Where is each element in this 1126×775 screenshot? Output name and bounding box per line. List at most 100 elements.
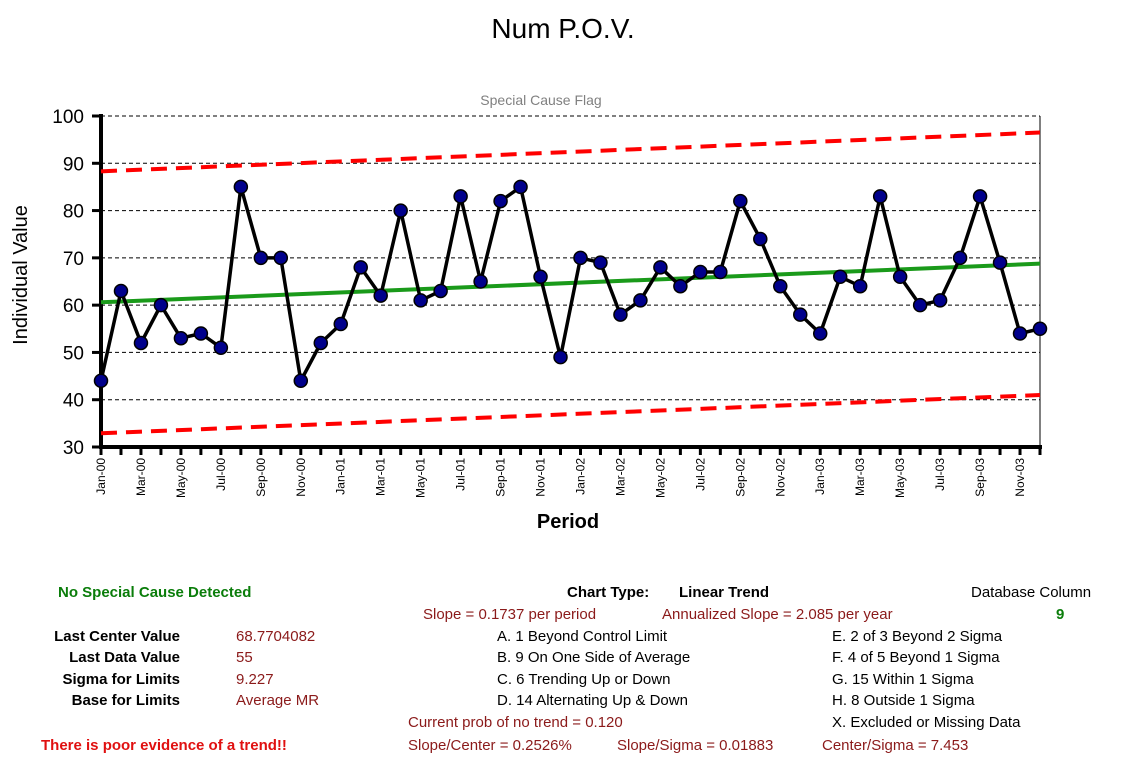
y-tick-label: 100 <box>52 107 84 128</box>
last-center-value: 68.7704082 <box>236 628 316 645</box>
last-center-label: Last Center Value <box>54 628 180 645</box>
data-point <box>193 326 209 341</box>
data-point <box>972 189 988 204</box>
individual-value-line <box>99 185 1041 383</box>
special-cause-status: No Special Cause Detected <box>58 584 252 601</box>
data-point <box>273 250 289 266</box>
rule-x: X. Excluded or Missing Data <box>832 714 1021 731</box>
y-tick-label: 80 <box>63 202 84 223</box>
trend-warning: There is poor evidence of a trend!! <box>41 737 287 754</box>
data-point <box>233 179 249 195</box>
data-point <box>872 189 888 204</box>
x-tick-label: Jan-02 <box>573 458 587 495</box>
rule-b: B. 9 On One Side of Average <box>497 649 691 666</box>
data-point <box>333 316 348 332</box>
rule-f: F. 4 of 5 Beyond 1 Sigma <box>832 649 1000 666</box>
x-tick-label: May-00 <box>174 458 188 498</box>
slope-center-ratio: Slope/Center = 0.2526% <box>408 737 572 754</box>
data-point <box>473 274 488 289</box>
x-tick-label: Sep-01 <box>494 458 508 497</box>
data-point <box>912 297 928 313</box>
data-point <box>753 231 768 247</box>
x-tick-label: Jan-01 <box>334 458 348 495</box>
base-label: Base for Limits <box>71 692 180 709</box>
y-tick-label: 60 <box>63 296 84 317</box>
x-tick-label: May-03 <box>893 458 907 498</box>
data-point <box>573 250 588 266</box>
lower-control-limit <box>100 392 1041 436</box>
x-tick-label: Sep-03 <box>973 458 987 497</box>
database-column-label: Database Column <box>971 584 1092 601</box>
data-point <box>633 293 648 308</box>
base-value: Average MR <box>236 692 320 709</box>
data-point <box>493 193 508 209</box>
x-tick-label: Jan-03 <box>813 458 827 495</box>
x-tick-label: Nov-01 <box>534 458 548 497</box>
data-point <box>992 255 1008 270</box>
data-point <box>393 203 408 218</box>
database-column-value: 9 <box>1056 606 1065 623</box>
data-point <box>433 283 448 299</box>
x-tick-label: Jul-02 <box>693 458 707 491</box>
data-point <box>253 250 269 266</box>
x-tick-label: May-02 <box>653 458 667 498</box>
data-point <box>773 278 788 294</box>
data-point <box>313 335 329 351</box>
data-point <box>673 278 688 294</box>
data-point <box>93 373 109 389</box>
special-cause-flag-label: Special Cause Flag <box>480 92 601 108</box>
x-tick-label: Mar-03 <box>853 458 867 496</box>
x-tick-label: Nov-00 <box>294 458 308 497</box>
data-point <box>832 269 848 285</box>
x-tick-label: Nov-02 <box>773 458 787 497</box>
last-data-label: Last Data Value <box>69 649 180 666</box>
x-tick-label: Mar-00 <box>134 458 148 496</box>
y-axis-title: Individual Value <box>10 205 32 345</box>
data-point <box>213 340 229 355</box>
x-tick-label: Mar-01 <box>374 458 388 496</box>
x-tick-label: May-01 <box>414 458 428 498</box>
x-tick-label: Mar-02 <box>613 458 627 496</box>
data-point <box>453 189 468 204</box>
x-tick-label: Jul-00 <box>214 458 228 491</box>
slope-text: Slope = 0.1737 per period <box>423 606 597 623</box>
y-tick-label: 70 <box>63 249 84 270</box>
data-point <box>1012 326 1028 341</box>
chart-type-value: Linear Trend <box>679 584 770 601</box>
rule-d: D. 14 Alternating Up & Down <box>497 692 688 709</box>
data-point <box>932 293 948 308</box>
sigma-label: Sigma for Limits <box>62 671 180 688</box>
slope-sigma-ratio: Slope/Sigma = 0.01883 <box>617 737 774 754</box>
data-point <box>293 373 309 389</box>
x-axis-ticks: Jan-00 Mar-00 May-00 Jul-00 Sep-00 Nov-00 Jan-… <box>94 447 1042 498</box>
chart-type-label: Chart Type: <box>567 584 650 601</box>
last-data-value: 55 <box>236 649 253 666</box>
data-point <box>613 307 628 322</box>
upper-control-limit <box>100 130 1041 174</box>
data-point <box>113 283 129 299</box>
y-tick-label: 30 <box>63 438 84 459</box>
data-point <box>533 269 548 285</box>
data-point <box>1032 321 1048 337</box>
chart-title: Num P.O.V. <box>491 13 634 44</box>
data-point <box>852 278 868 294</box>
x-axis-title: Period <box>537 511 599 533</box>
x-tick-label: Sep-00 <box>254 458 268 497</box>
rule-g: G. 15 Within 1 Sigma <box>832 671 974 688</box>
y-axis-ticks: 30 40 50 60 70 80 90 100 <box>52 107 101 459</box>
data-point <box>373 288 388 303</box>
x-tick-label: Sep-02 <box>733 458 747 497</box>
data-point <box>653 260 668 275</box>
rule-c: C. 6 Trending Up or Down <box>497 671 671 688</box>
data-point <box>513 179 528 195</box>
rule-a: A. 1 Beyond Control Limit <box>497 628 668 645</box>
data-point <box>553 349 568 365</box>
data-point <box>713 264 728 280</box>
center-sigma-ratio: Center/Sigma = 7.453 <box>822 737 969 754</box>
y-tick-label: 50 <box>63 343 84 364</box>
series-lines <box>99 130 1041 436</box>
x-tick-label: Nov-03 <box>1013 458 1027 497</box>
trend-probability: Current prob of no trend = 0.120 <box>408 714 623 731</box>
data-point <box>892 269 908 285</box>
data-point <box>693 264 708 280</box>
